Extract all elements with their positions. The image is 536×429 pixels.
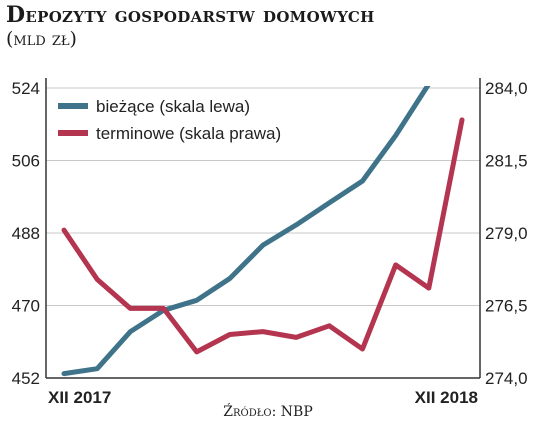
y-left-tick-label: 488 [12,224,40,243]
y-right-tick-label: 276,5 [485,297,528,316]
chart-subtitle: (mld zł) [6,28,77,50]
axis-layer: 452 470 488 506 524 274,0 276,5 279,0 281,5 284,0… [12,78,528,407]
y-right-tick-label: 281,5 [485,152,528,171]
y-right-tick-label: 284,0 [485,79,528,98]
source-note: Źródło: NBP [223,404,313,420]
series-line-biezace [61,86,431,377]
chart-title: Depozyty gospodarstw domowych [6,2,375,28]
x-tick-label: XII 2017 [48,388,111,407]
legend-label: bieżące (skala lewa) [96,97,250,116]
y-left-tick-label: 524 [12,79,40,98]
legend: bieżące (skala lewa) terminowe (skala pra… [58,97,281,143]
series-layer [61,86,465,377]
series-line-terminowe [61,117,465,355]
y-right-tick-label: 279,0 [485,224,528,243]
y-right-tick-label: 274,0 [485,369,528,388]
y-left-tick-label: 470 [12,297,40,316]
y-left-tick-label: 506 [12,152,40,171]
legend-label: terminowe (skala prawa) [96,124,281,143]
x-tick-label: XII 2018 [415,388,478,407]
y-left-tick-label: 452 [12,369,40,388]
